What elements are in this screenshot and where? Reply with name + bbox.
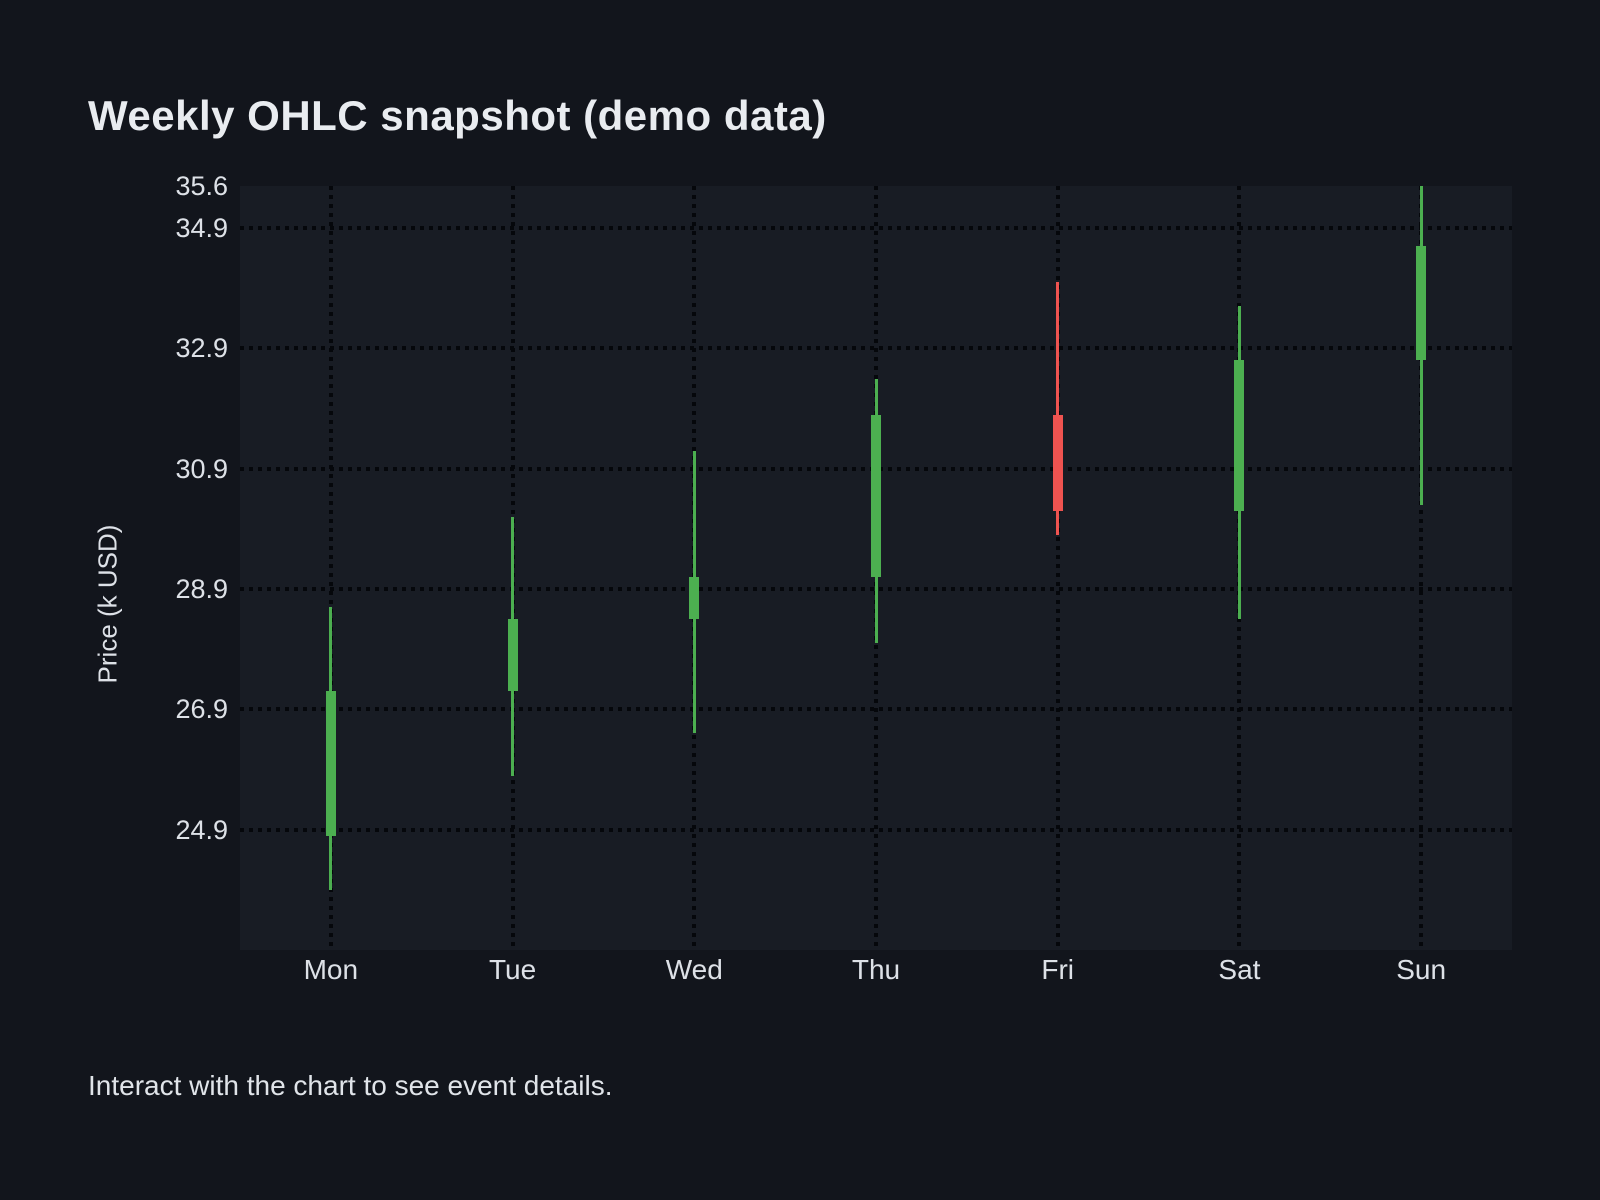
y-tick-label: 28.9 bbox=[175, 574, 228, 605]
gridline-horizontal bbox=[240, 827, 1512, 832]
gridline-horizontal bbox=[240, 707, 1512, 712]
y-tick-label: 32.9 bbox=[175, 333, 228, 364]
candle-body bbox=[689, 577, 700, 620]
candle-body bbox=[1416, 246, 1427, 361]
y-tick-label: 26.9 bbox=[175, 694, 228, 725]
x-axis-label-mon: Mon bbox=[303, 954, 359, 985]
y-tick-label: 34.9 bbox=[175, 213, 228, 244]
candle-body bbox=[871, 414, 881, 578]
plot-area[interactable] bbox=[240, 186, 1512, 950]
x-axis-label-wed: Wed bbox=[665, 954, 723, 985]
candle-wick bbox=[1056, 282, 1060, 535]
y-tick-label: 30.9 bbox=[175, 453, 228, 484]
gridline-horizontal bbox=[240, 346, 1512, 351]
gridline-horizontal bbox=[240, 226, 1512, 231]
x-axis-label-fri: Fri bbox=[1041, 954, 1075, 985]
x-axis-label-sun: Sun bbox=[1396, 954, 1447, 985]
candle-body bbox=[507, 619, 518, 692]
candle-body bbox=[325, 691, 336, 836]
y-tick-label: 35.6 bbox=[175, 171, 228, 201]
candle-body bbox=[1234, 360, 1245, 511]
candle-body bbox=[1052, 414, 1063, 511]
y-tick-label: 24.9 bbox=[175, 814, 228, 845]
x-axis-label-sat: Sat bbox=[1218, 954, 1261, 985]
chart-title: Weekly OHLC snapshot (demo data) bbox=[88, 92, 827, 139]
x-axis-label-tue: Tue bbox=[488, 954, 537, 985]
x-axis-label-thu: Thu bbox=[851, 954, 901, 985]
chart-caption: Interact with the chart to see event det… bbox=[88, 1070, 613, 1101]
